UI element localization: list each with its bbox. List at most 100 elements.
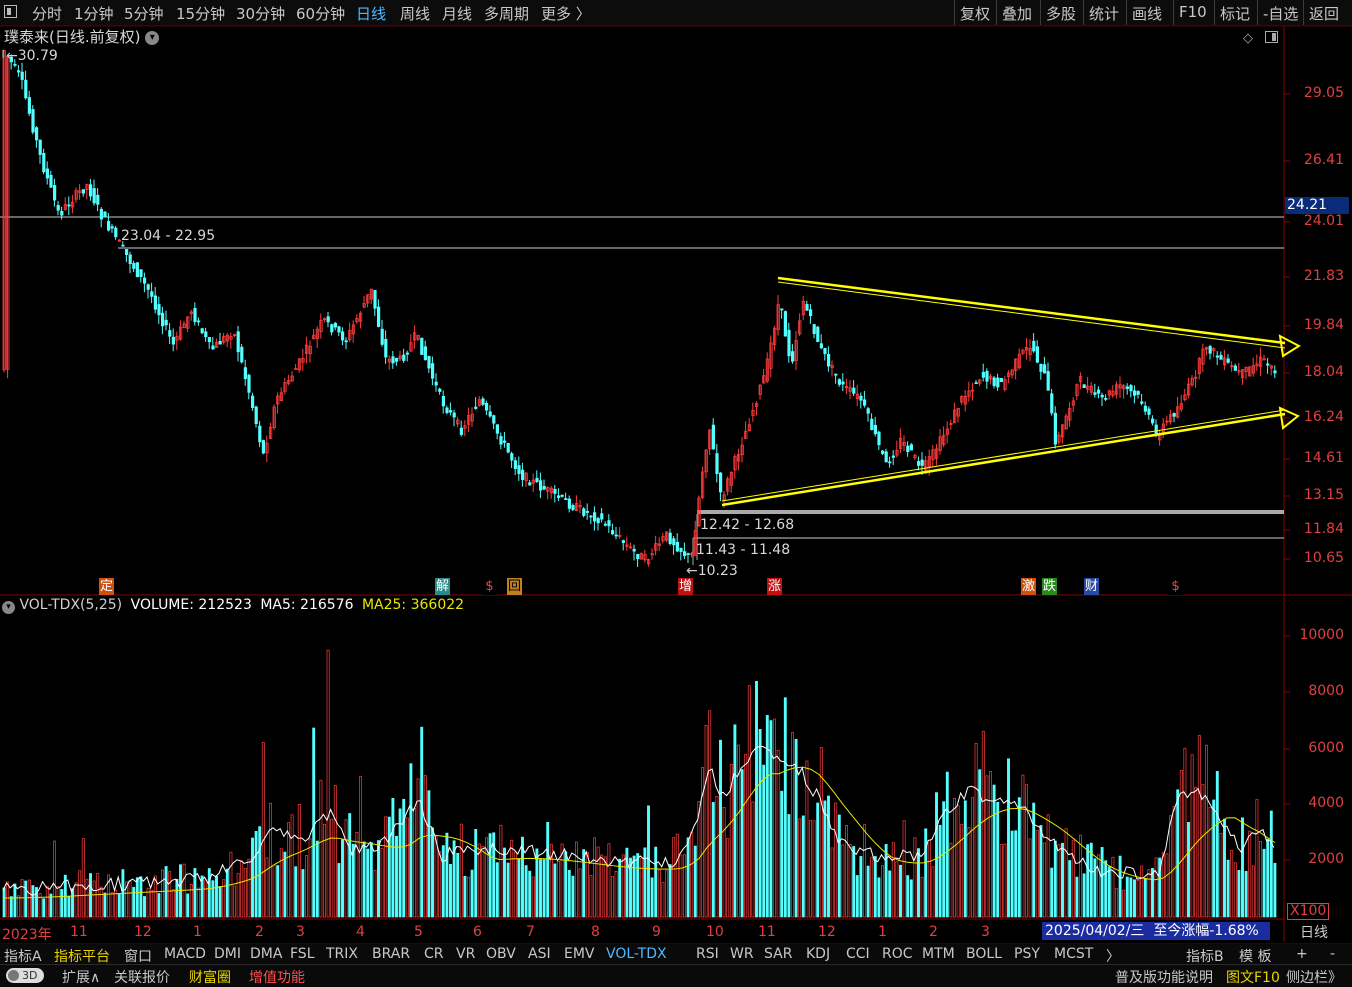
toolbar-item-10[interactable]: 更多 〉 [541, 5, 591, 23]
indicator-tab-24[interactable]: MCST [1054, 946, 1094, 962]
toolbar-right-item-1[interactable]: 叠加 [1002, 5, 1033, 23]
candle-body [427, 356, 431, 369]
chevron-down-icon[interactable]: ▾ [2, 601, 15, 614]
toolbar-right-item-6[interactable]: 标记 [1220, 5, 1251, 23]
volume-bar [1226, 859, 1230, 918]
diamond-icon[interactable]: ◇ [1243, 31, 1253, 46]
indicator-tab-21[interactable]: MTM [922, 946, 955, 962]
related-quotes[interactable]: 关联报价 [114, 970, 170, 986]
indicator-tab-14[interactable]: VOL-TDX [606, 946, 667, 962]
candle-body [322, 318, 327, 321]
event-marker[interactable]: $ [482, 578, 497, 595]
candle-body [456, 419, 460, 425]
volume-bar [215, 875, 218, 918]
event-marker[interactable]: 激 [1021, 578, 1036, 595]
toolbar-right-item-3[interactable]: 统计 [1089, 5, 1120, 23]
toolbar-right-item-4[interactable]: 画线 [1132, 5, 1163, 23]
indicator-tab-18[interactable]: KDJ [806, 946, 831, 962]
candle-body [870, 418, 874, 431]
toolbar-right-item-5[interactable]: F10 [1179, 3, 1207, 21]
indicator-tab-10[interactable]: VR [456, 946, 476, 962]
value-added[interactable]: 增值功能 [249, 970, 305, 986]
indicator-tab-5[interactable]: DMA [250, 946, 283, 962]
event-marker[interactable]: 解 [435, 578, 450, 595]
indicator-tab-1[interactable]: 指标平台 [54, 949, 110, 965]
volume-bar [312, 727, 316, 918]
candle-body [175, 335, 179, 341]
period-label[interactable]: 日线 [1300, 925, 1328, 941]
event-marker[interactable]: 增 [678, 578, 693, 595]
toolbar-right-item-2[interactable]: 多股 [1046, 5, 1077, 23]
indicator-tab-13[interactable]: EMV [564, 946, 595, 962]
candle-body [1061, 424, 1065, 438]
sidebar-link[interactable]: 侧边栏》 [1286, 970, 1342, 986]
window-toggle-icon[interactable] [1265, 31, 1278, 43]
f10-link[interactable]: 图文F10 [1226, 970, 1280, 986]
candle-body [931, 449, 935, 460]
event-marker[interactable]: $ [1168, 578, 1183, 595]
candle-body [614, 534, 618, 537]
toolbar-right-item-8[interactable]: 返回 [1309, 5, 1340, 23]
indicator-tab-2[interactable]: 窗口 [124, 949, 152, 965]
event-marker[interactable]: 财 [1084, 578, 1099, 595]
indicator-tab-3[interactable]: MACD [164, 946, 206, 962]
indicator-tab-20[interactable]: ROC [882, 946, 913, 962]
indicator-tab-26[interactable]: 指标B [1186, 949, 1224, 965]
toolbar-right-item-7[interactable]: -自选 [1263, 5, 1299, 23]
toolbar-item-1[interactable]: 1分钟 [74, 5, 114, 23]
toolbar-item-5[interactable]: 60分钟 [296, 5, 346, 23]
toolbar-item-6[interactable]: 日线 [356, 5, 387, 23]
indicator-tab-12[interactable]: ASI [528, 946, 551, 962]
indicator-tab-4[interactable]: DMI [214, 946, 241, 962]
event-marker[interactable]: 定 [99, 578, 114, 595]
indicator-tab-11[interactable]: OBV [486, 946, 516, 962]
indicator-tab-15[interactable]: RSI [696, 946, 719, 962]
event-marker[interactable]: 涨 [767, 578, 782, 595]
toolbar-item-2[interactable]: 5分钟 [124, 5, 164, 23]
indicator-tab-7[interactable]: TRIX [326, 946, 358, 962]
toolbar-item-4[interactable]: 30分钟 [236, 5, 286, 23]
expand-menu[interactable]: 扩展∧ [62, 970, 101, 986]
event-marker[interactable]: 跌 [1042, 578, 1057, 595]
toolbar-right-item-0[interactable]: 复权 [960, 5, 991, 23]
toolbar-item-9[interactable]: 多周期 [484, 5, 530, 23]
candle-body [895, 449, 899, 456]
candle-body [974, 382, 978, 385]
indicator-tab-0[interactable]: 指标A [4, 949, 42, 965]
feature-info-link[interactable]: 普及版功能说明 [1115, 970, 1213, 986]
candle-body [848, 387, 852, 392]
indicator-tab-16[interactable]: WR [730, 946, 754, 962]
indicator-tab-19[interactable]: CCI [846, 946, 870, 962]
wealth-circle[interactable]: 财富圈 [189, 970, 231, 986]
indicator-tab-17[interactable]: SAR [764, 946, 793, 962]
indicator-tab-25[interactable]: 〉 [1106, 949, 1120, 965]
toolbar-item-8[interactable]: 月线 [442, 5, 473, 23]
chart-title[interactable]: 璞泰来(日线.前复权) ▾ [4, 26, 160, 47]
indicator-tab-23[interactable]: PSY [1014, 946, 1040, 962]
3d-toggle[interactable]: 3D [6, 968, 44, 983]
volume-bar [128, 881, 132, 918]
price-tick-label: 16.24 [1303, 409, 1344, 425]
volume-bar [323, 823, 326, 918]
indicator-tab-9[interactable]: CR [424, 946, 444, 962]
toolbar-item-3[interactable]: 15分钟 [176, 5, 226, 23]
indicator-tab-27[interactable]: 模 板 [1239, 949, 1272, 965]
toolbar-item-7[interactable]: 周线 [400, 5, 431, 23]
event-marker[interactable]: 回 [507, 578, 522, 595]
indicator-tab-8[interactable]: BRAR [372, 946, 411, 962]
candle-body [625, 544, 629, 547]
candle-body [819, 343, 824, 349]
indicator-tab-22[interactable]: BOLL [966, 946, 1002, 962]
toolbar-item-0[interactable]: 分时 [32, 5, 63, 23]
indicator-tab-28[interactable]: + [1296, 946, 1308, 962]
volume-bar [1115, 888, 1118, 918]
candle-body [1269, 365, 1273, 369]
indicator-tab-6[interactable]: FSL [290, 946, 315, 962]
chevron-down-icon[interactable]: ▾ [145, 30, 160, 45]
menu-icon[interactable] [4, 5, 17, 18]
volume-indicator-name[interactable]: VOL-TDX(5,25) [19, 597, 123, 613]
indicator-tab-29[interactable]: - [1330, 946, 1336, 962]
candle-body [927, 456, 932, 467]
volume-bar [395, 835, 398, 918]
